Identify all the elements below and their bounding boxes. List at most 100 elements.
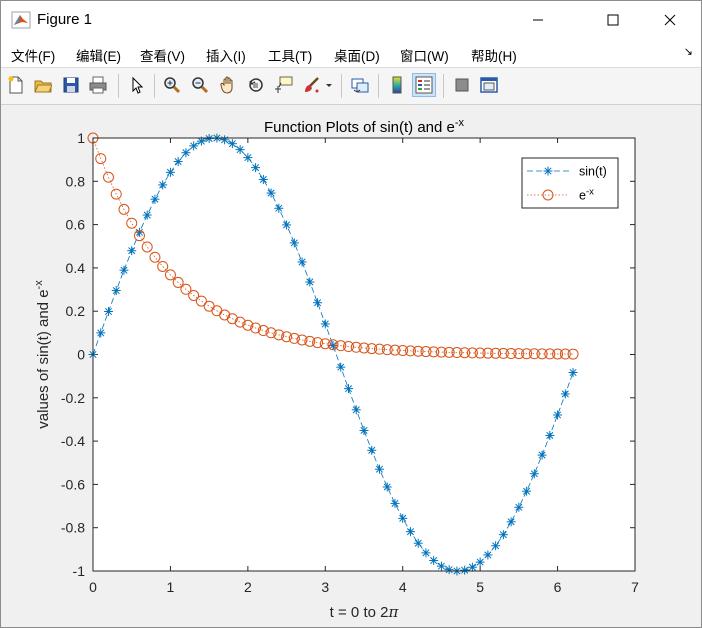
menu-view[interactable]: 查看(V) — [140, 49, 185, 64]
link-plot-button[interactable] — [348, 73, 372, 97]
data-cursor-icon — [275, 76, 293, 93]
axes-ticks: 0 1 2 3 4 5 6 7 -1 -0.8 -0.6 -0.4 -0.2 0 0.2 0.4 0.6 0.8 1 — [61, 130, 639, 595]
sin-point — [405, 527, 415, 537]
sin-point — [142, 210, 152, 220]
exp-point — [443, 346, 455, 358]
menu-insert[interactable]: 插入(I) — [206, 49, 246, 64]
sin-point — [367, 445, 377, 455]
hide-plot-tools-icon — [455, 78, 469, 92]
sin-point — [382, 482, 392, 492]
zoom-out-button[interactable] — [188, 73, 212, 97]
exp-point — [180, 283, 192, 295]
brush-dropdown-button[interactable] — [323, 73, 335, 97]
sin-point — [111, 286, 121, 296]
zoom-in-icon — [164, 77, 181, 94]
exp-point — [157, 260, 169, 272]
exp-point — [195, 295, 207, 307]
minimize-icon — [533, 19, 543, 21]
menu-help[interactable]: 帮助(H) — [471, 49, 517, 64]
show-plot-tools-icon — [480, 77, 498, 93]
menu-file[interactable]: 文件(F) — [11, 49, 56, 64]
sin-point — [537, 450, 547, 460]
sin-point — [460, 565, 470, 575]
sin-point — [506, 517, 516, 527]
exp-point — [141, 241, 153, 253]
legend-box — [521, 157, 619, 209]
x-tick-label: 4 — [399, 579, 407, 595]
sin-point — [158, 180, 168, 190]
exp-point — [505, 348, 517, 360]
sin-point — [289, 238, 299, 248]
exp-point — [273, 329, 285, 341]
sin-point — [235, 145, 245, 155]
exp-point — [265, 327, 277, 339]
sin-point — [374, 464, 384, 474]
menu-desktop[interactable]: 桌面(D) — [334, 49, 380, 64]
exp-point — [451, 347, 463, 359]
menu-bar: 文件(F) 编辑(E) 查看(V) 插入(I) 工具(T) 桌面(D) 窗口(W… — [1, 39, 701, 67]
menu-tools[interactable]: 工具(T) — [268, 49, 313, 64]
menu-edit[interactable]: 编辑(E) — [76, 49, 121, 64]
x-tick-label: 1 — [167, 579, 175, 595]
menu-window[interactable]: 窗口(W) — [400, 49, 449, 64]
exp-point — [404, 345, 416, 357]
menu-overflow-icon[interactable]: ↘ — [683, 46, 693, 58]
save-button[interactable] — [59, 73, 83, 97]
sin-point — [390, 498, 400, 508]
axes-box — [92, 137, 636, 572]
legend-label-exp: e-x — [579, 187, 594, 203]
sin-point — [266, 188, 276, 198]
new-figure-button[interactable] — [4, 73, 28, 97]
exp-point — [366, 343, 378, 355]
title-bar[interactable]: Figure 1 — [1, 1, 701, 39]
sin-point — [359, 425, 369, 435]
open-file-button[interactable] — [31, 73, 55, 97]
sin-point — [103, 306, 113, 316]
sin-point — [251, 163, 261, 173]
edit-plot-button[interactable] — [125, 73, 149, 97]
pan-button[interactable] — [216, 73, 240, 97]
sin-point — [498, 530, 508, 540]
zoom-in-button[interactable] — [160, 73, 184, 97]
legend-label-sin: sin(t) — [579, 165, 607, 179]
exp-point — [435, 346, 447, 358]
close-button[interactable] — [647, 1, 693, 39]
exp-point — [242, 319, 254, 331]
hide-plot-tools-button[interactable] — [450, 73, 474, 97]
sin-point — [444, 565, 454, 575]
exp-point — [567, 348, 579, 360]
exp-point — [257, 325, 269, 337]
minimize-button[interactable] — [515, 1, 561, 39]
x-tick-label: 0 — [89, 579, 97, 595]
sin-point — [413, 538, 423, 548]
exp-point — [497, 347, 509, 359]
legend-icon — [415, 76, 433, 94]
sin-point — [344, 384, 354, 394]
sin-point — [436, 561, 446, 571]
colorbar-icon — [392, 76, 402, 94]
legend-marker-sin — [543, 166, 553, 176]
maximize-button[interactable] — [590, 1, 636, 39]
brush-button[interactable] — [300, 73, 324, 97]
exp-point — [335, 340, 347, 352]
series-sin[interactable] — [88, 133, 578, 576]
sin-point — [96, 328, 106, 338]
show-plot-tools-button[interactable] — [477, 73, 501, 97]
exp-point — [459, 347, 471, 359]
exp-point — [513, 348, 525, 360]
sin-point — [305, 277, 315, 287]
series-exp[interactable] — [87, 132, 579, 360]
data-cursor-button[interactable] — [272, 73, 296, 97]
legend-button[interactable] — [412, 73, 436, 97]
sin-point — [134, 227, 144, 237]
sin-point — [243, 153, 253, 163]
sin-point — [429, 556, 439, 566]
sin-point — [475, 557, 485, 567]
legend[interactable]: sin(t) e-x — [521, 157, 619, 209]
print-button[interactable] — [86, 73, 110, 97]
exp-point — [312, 337, 324, 349]
colorbar-button[interactable] — [385, 73, 409, 97]
open-file-icon — [34, 80, 52, 93]
rotate-3d-button[interactable] — [244, 73, 268, 97]
exp-point — [389, 344, 401, 356]
